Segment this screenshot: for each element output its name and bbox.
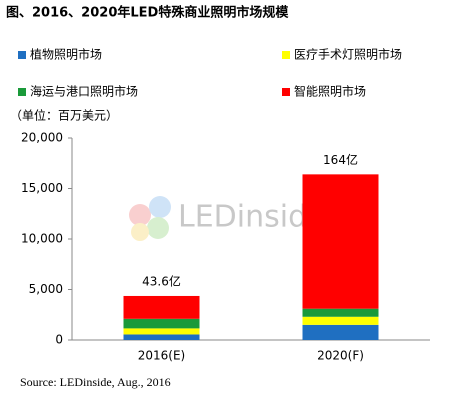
y-tick-label: 5,000	[29, 282, 63, 296]
watermark-logo	[129, 196, 171, 241]
legend-label: 医疗手术灯照明市场	[294, 47, 402, 62]
bar-segment	[123, 295, 200, 319]
watermark: LEDinside	[178, 200, 326, 235]
legend-swatch	[18, 88, 26, 96]
bar-segment	[123, 318, 200, 329]
x-tick-label: 2016(E)	[138, 349, 185, 363]
legend-swatch	[18, 51, 26, 59]
y-tick-label: 0	[55, 333, 63, 347]
bar-segment	[302, 324, 379, 340]
total-label: 164亿	[323, 152, 358, 167]
legend-label: 植物照明市场	[30, 47, 102, 62]
x-tick-label: 2020(F)	[317, 349, 364, 363]
total-label: 43.6亿	[142, 273, 181, 288]
bar-segment	[302, 316, 379, 325]
legend-swatch	[282, 51, 290, 59]
y-tick-label: 15,000	[21, 181, 63, 195]
bar-segment	[302, 174, 379, 309]
bar-segment	[302, 308, 379, 317]
y-tick-label: 10,000	[21, 232, 63, 246]
source: Source: LEDinside, Aug., 2016	[20, 375, 171, 389]
y-tick-label: 20,000	[21, 131, 63, 145]
bar-segment	[123, 328, 200, 335]
unit-label: （单位：百万美元）	[10, 108, 118, 123]
legend-swatch	[282, 88, 290, 96]
bar-segment	[123, 334, 200, 340]
legend-label: 海运与港口照明市场	[30, 84, 138, 99]
legend-label: 智能照明市场	[294, 84, 366, 99]
chart-title: 图、2016、2020年LED特殊商业照明市场规模	[6, 5, 289, 21]
